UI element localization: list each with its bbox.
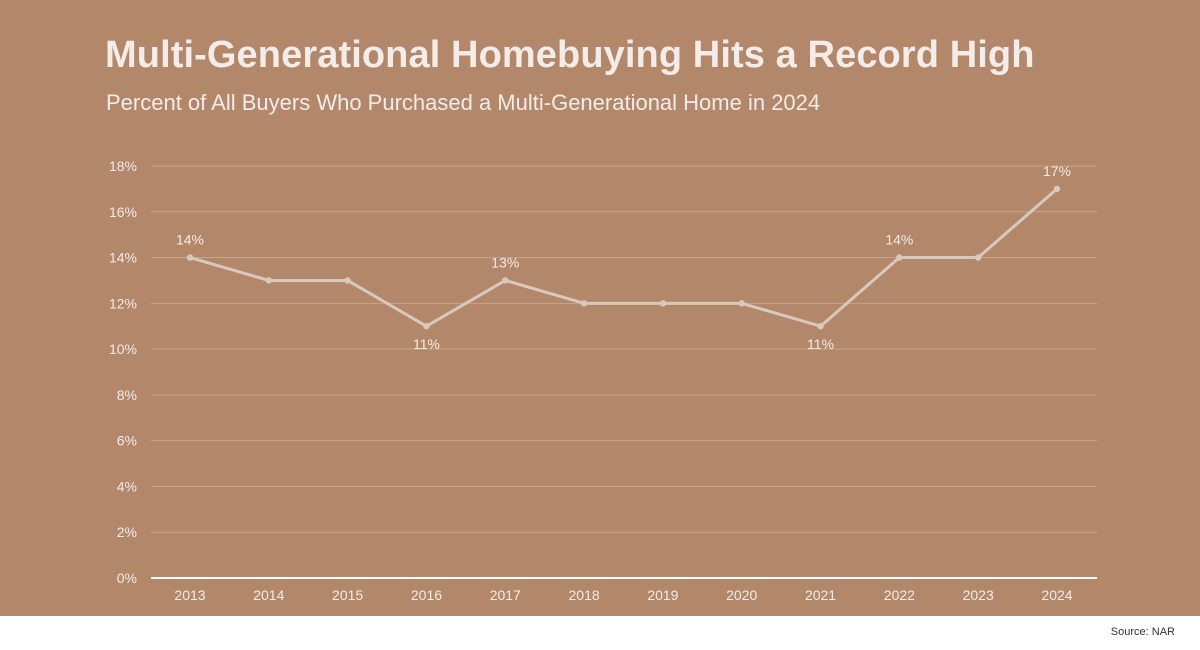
data-points [186, 185, 1061, 330]
x-tick-label: 2016 [411, 587, 442, 603]
y-tick-label: 10% [109, 341, 137, 357]
y-tick-label: 12% [109, 295, 137, 311]
y-tick-label: 4% [117, 478, 137, 494]
x-tick-label: 2015 [332, 587, 363, 603]
series-line [188, 187, 1059, 328]
x-tick-label: 2023 [963, 587, 994, 603]
y-tick-label: 0% [117, 570, 137, 586]
y-tick-label: 16% [109, 204, 137, 220]
y-tick-label: 18% [109, 158, 137, 174]
data-point [423, 323, 430, 330]
data-point [265, 277, 273, 284]
gridlines [151, 165, 1097, 579]
data-point [186, 254, 194, 261]
y-tick-label: 8% [117, 387, 137, 403]
data-label: 14% [176, 232, 204, 248]
data-point [502, 277, 509, 284]
data-point [1053, 185, 1061, 193]
data-label: 11% [413, 336, 440, 352]
chart-title: Multi-Generational Homebuying Hits a Rec… [105, 34, 1035, 76]
data-labels: 14% 11% 13% 11% 14% 17% [176, 163, 1071, 352]
x-tick-label: 2013 [174, 587, 205, 603]
y-tick-label: 6% [117, 433, 137, 449]
source-note: Source: NAR [1110, 626, 1175, 638]
y-tick-label: 14% [109, 250, 137, 266]
data-label: 13% [491, 254, 519, 270]
data-point [659, 300, 667, 307]
data-label: 17% [1043, 163, 1071, 179]
data-point [344, 277, 351, 284]
data-point [738, 300, 745, 307]
x-tick-label: 2019 [647, 587, 678, 603]
x-tick-label: 2024 [1041, 587, 1072, 603]
line-chart: 0%2%4%6%8%10%12%14%16%18% 2013 2014 2015 20… [109, 158, 1097, 603]
data-point [974, 254, 982, 261]
data-point [896, 254, 903, 261]
data-label: 11% [807, 336, 834, 352]
data-point [580, 300, 588, 307]
x-tick-label: 2020 [726, 587, 757, 603]
y-axis-ticks: 0% 2% 4% 6% 8% 10% 12% 14% 16% 18% [109, 158, 137, 586]
x-tick-label: 2014 [253, 587, 284, 603]
x-tick-label: 2018 [569, 587, 600, 603]
series-line-layer [188, 187, 1059, 328]
x-tick-label: 2017 [490, 587, 521, 603]
y-tick-label: 2% [117, 524, 137, 540]
x-tick-label: 2021 [805, 587, 836, 603]
chart-subtitle: Percent of All Buyers Who Purchased a Mu… [106, 90, 821, 115]
x-axis-ticks: 2013 2014 2015 2016 2017 2018 2019 2020 2021 2022… [174, 587, 1072, 603]
x-tick-label: 2022 [884, 587, 915, 603]
data-point [817, 323, 824, 330]
chart-panel: Multi-Generational Homebuying Hits a Rec… [0, 0, 1200, 616]
data-label: 14% [885, 232, 913, 248]
